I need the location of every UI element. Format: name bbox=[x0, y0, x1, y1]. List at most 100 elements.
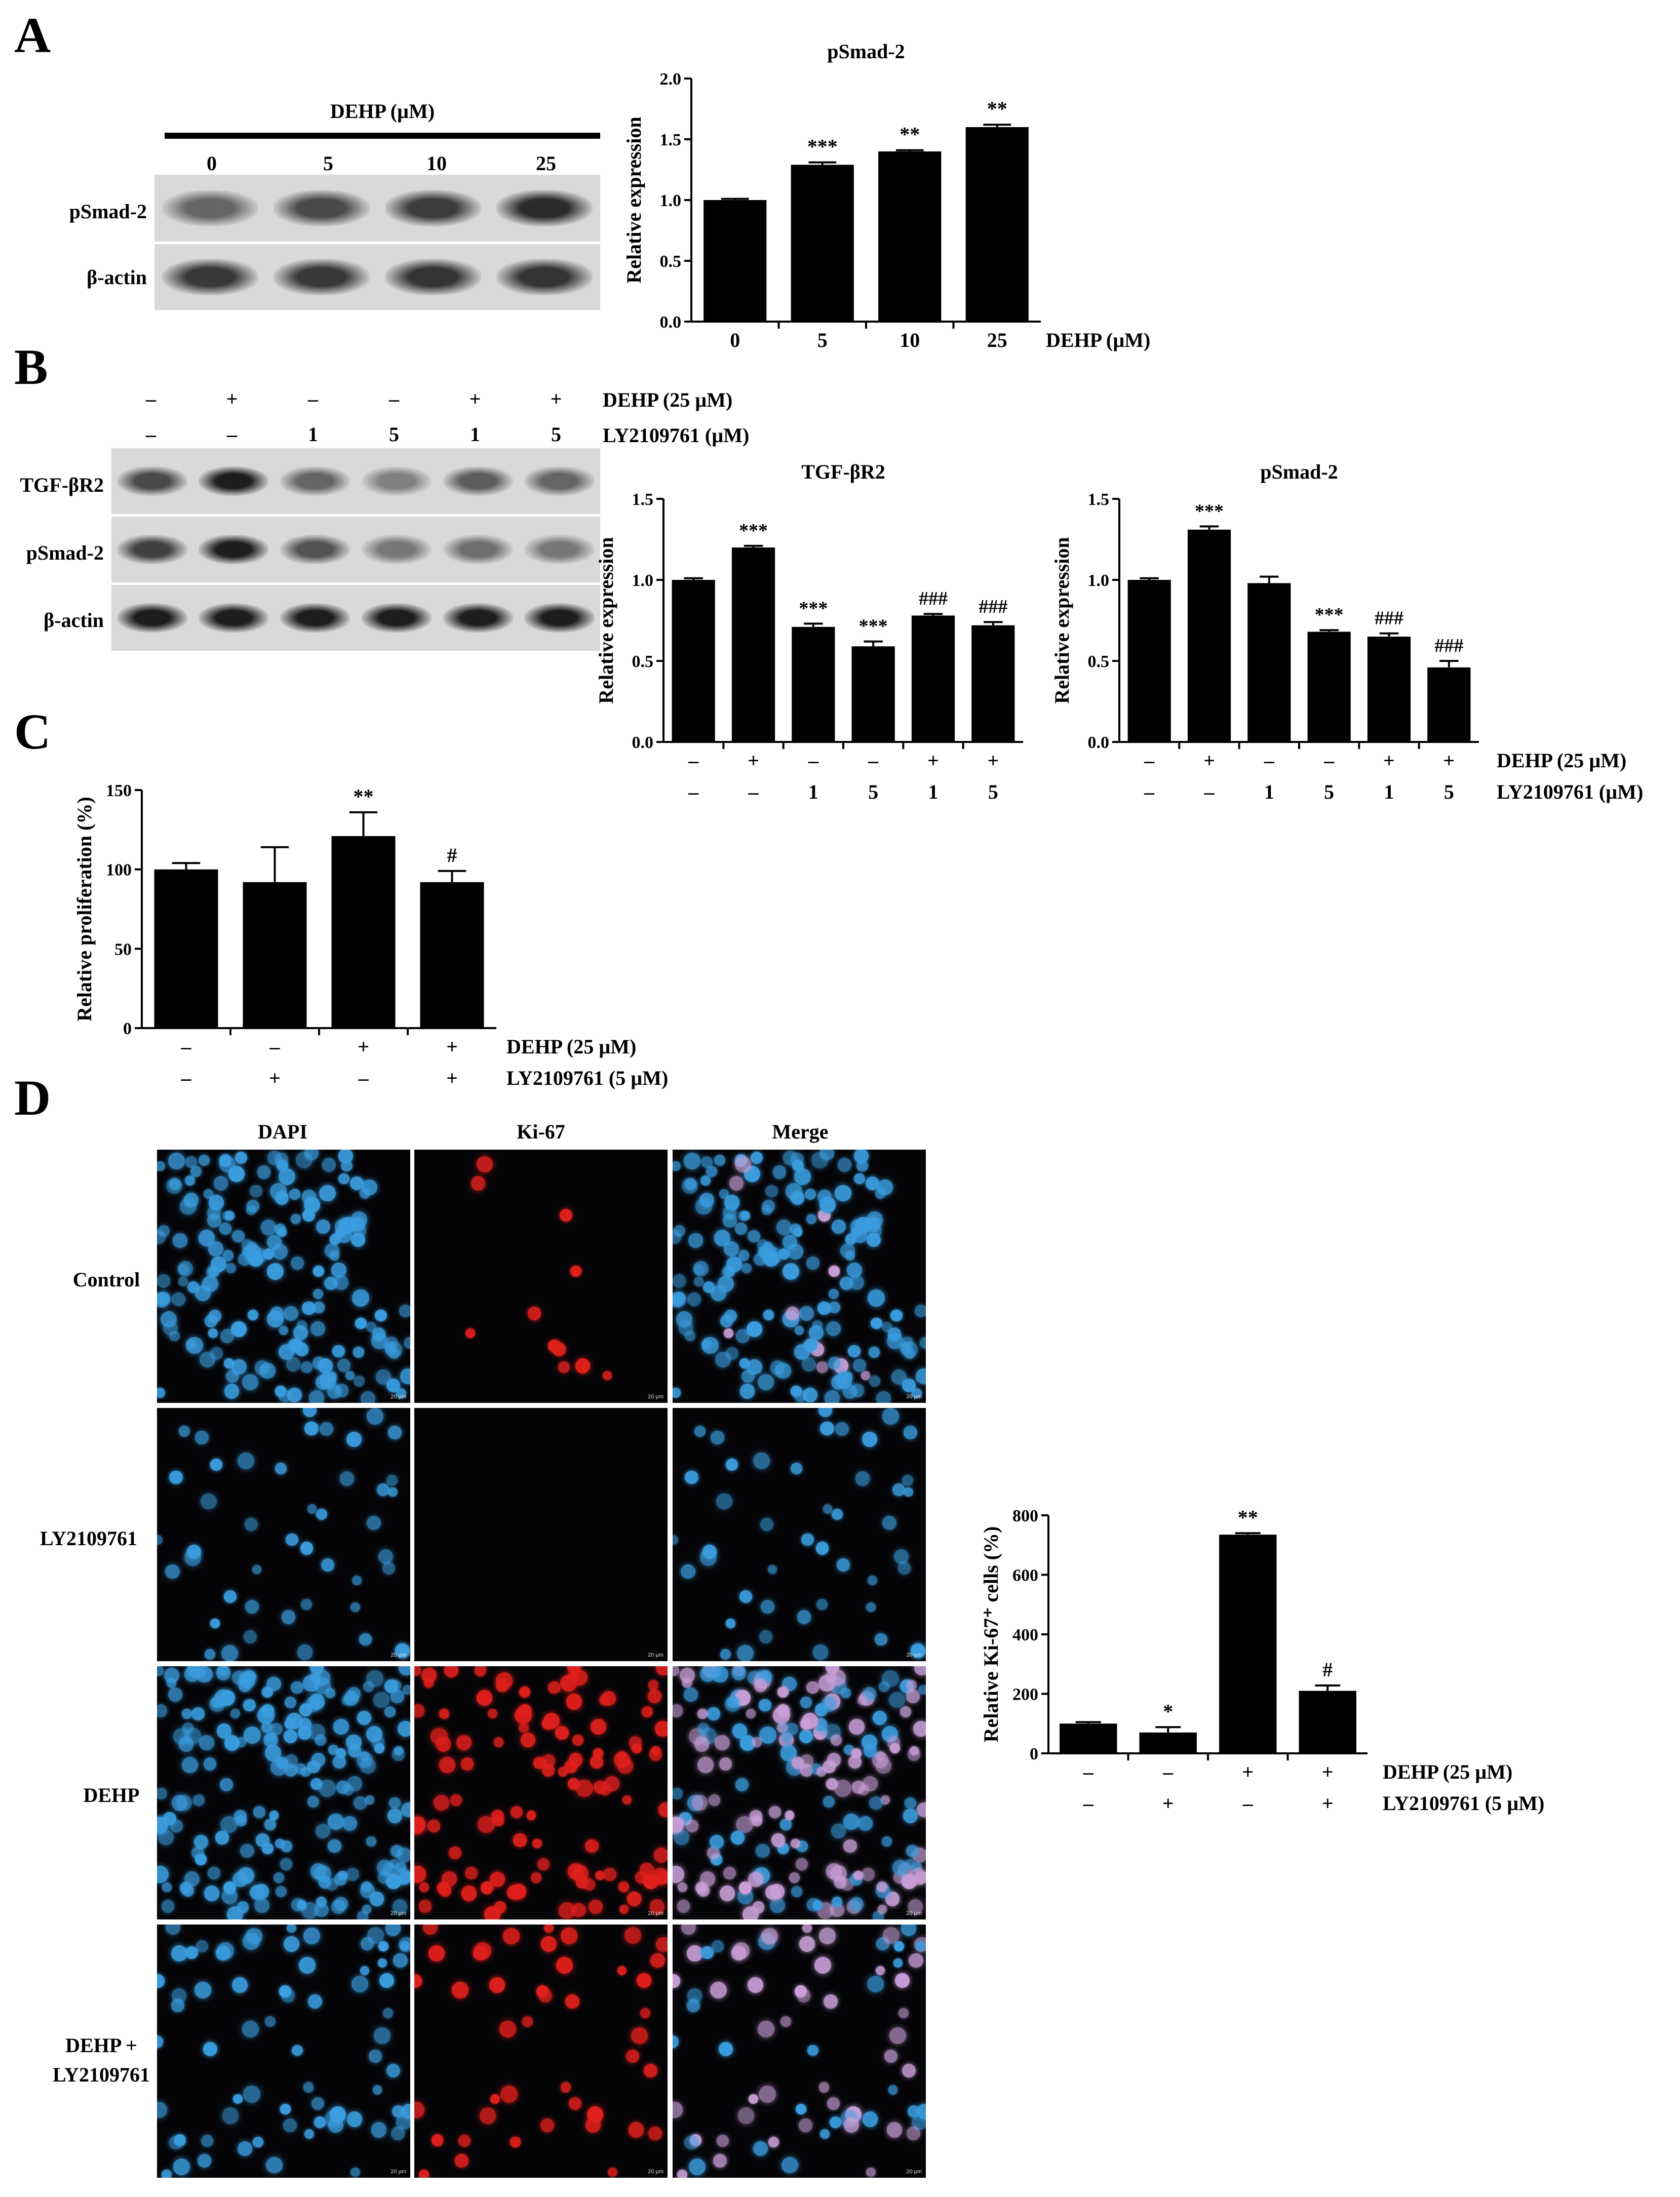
nucleus bbox=[285, 1696, 297, 1708]
nucleus bbox=[768, 2137, 779, 2147]
blot-a-treatment-bar bbox=[165, 133, 600, 139]
significance-label: # bbox=[1322, 1658, 1333, 1681]
nucleus bbox=[826, 1863, 842, 1879]
nucleus bbox=[829, 1266, 840, 1277]
nucleus bbox=[199, 1735, 215, 1750]
nucleus bbox=[673, 1161, 681, 1171]
micrograph-ki67: 20 µm bbox=[414, 1408, 668, 1661]
nucleus bbox=[399, 1871, 410, 1885]
x-row-label: 1 bbox=[1264, 780, 1274, 803]
nucleus bbox=[914, 1666, 926, 1676]
bar bbox=[791, 165, 854, 322]
nucleus bbox=[642, 1706, 653, 1718]
nucleus bbox=[219, 1223, 231, 1235]
nucleus bbox=[570, 1266, 581, 1277]
nucleus bbox=[181, 1709, 192, 1719]
nucleus bbox=[377, 1958, 387, 1968]
nucleus bbox=[904, 1426, 917, 1440]
nucleus bbox=[541, 1718, 553, 1730]
micrograph-merge: 20 µm bbox=[673, 1925, 926, 2178]
nucleus bbox=[316, 1220, 330, 1234]
significance-label: ** bbox=[354, 785, 374, 808]
x-row-label: – bbox=[688, 749, 699, 772]
blot-a-dose-label: 10 bbox=[426, 152, 447, 175]
nucleus bbox=[831, 1824, 846, 1839]
nucleus bbox=[245, 1600, 259, 1614]
nucleus bbox=[742, 1906, 759, 1919]
nucleus bbox=[157, 2035, 164, 2048]
nucleus bbox=[805, 1188, 816, 1200]
nucleus bbox=[201, 2135, 213, 2147]
blot-a-membrane-actin bbox=[154, 244, 600, 310]
nucleus bbox=[173, 1233, 187, 1248]
nucleus bbox=[878, 1904, 887, 1914]
nucleus bbox=[852, 1358, 866, 1372]
nucleus bbox=[300, 1542, 314, 1555]
nucleus bbox=[599, 1695, 609, 1706]
nucleus bbox=[867, 1975, 884, 1993]
nucleus bbox=[898, 2008, 909, 2018]
nucleus bbox=[362, 1904, 372, 1914]
nucleus bbox=[619, 1904, 629, 1914]
nucleus bbox=[862, 2111, 878, 2127]
nucleus bbox=[888, 2085, 898, 2095]
significance-label: ### bbox=[1375, 608, 1403, 629]
nucleus bbox=[168, 1687, 182, 1702]
nucleus bbox=[436, 1737, 451, 1752]
nucleus bbox=[182, 1756, 199, 1773]
nucleus bbox=[338, 1870, 348, 1880]
nucleus bbox=[487, 1708, 498, 1719]
nucleus bbox=[556, 1956, 573, 1974]
nucleus bbox=[699, 1193, 715, 1208]
y-axis-label: Relative expression bbox=[1050, 537, 1073, 703]
significance-label: ### bbox=[919, 588, 948, 609]
blot-band bbox=[162, 189, 258, 227]
nucleus bbox=[313, 1302, 325, 1314]
nucleus bbox=[818, 2082, 829, 2093]
nucleus bbox=[560, 1209, 573, 1222]
blot-a-dose-label: 5 bbox=[323, 152, 333, 175]
nucleus bbox=[785, 1811, 794, 1820]
nucleus bbox=[719, 1757, 732, 1771]
bar bbox=[878, 151, 942, 322]
nucleus bbox=[565, 1994, 579, 2009]
blot-b-row-label: β-actin bbox=[44, 609, 104, 632]
nucleus bbox=[527, 1307, 541, 1320]
nucleus bbox=[351, 1576, 362, 1586]
nucleus bbox=[157, 1787, 168, 1800]
panel-letter-b: B bbox=[14, 339, 48, 395]
nucleus bbox=[640, 2008, 651, 2018]
nucleus bbox=[308, 1390, 325, 1403]
nucleus bbox=[724, 1241, 739, 1257]
nucleus bbox=[359, 1633, 372, 1646]
nucleus bbox=[694, 1277, 704, 1286]
nucleus bbox=[204, 1189, 213, 1199]
nucleus bbox=[353, 1346, 364, 1358]
nucleus bbox=[848, 1755, 862, 1769]
nucleus bbox=[345, 1370, 355, 1380]
nucleus bbox=[157, 2102, 167, 2118]
nucleus bbox=[369, 2050, 382, 2063]
nucleus bbox=[184, 1666, 200, 1682]
nucleus bbox=[418, 1900, 432, 1913]
nucleus bbox=[843, 1744, 854, 1755]
nucleus bbox=[284, 1718, 296, 1730]
nucleus bbox=[753, 2141, 768, 2156]
nucleus bbox=[759, 1699, 771, 1712]
nucleus bbox=[379, 1973, 394, 1988]
nucleus bbox=[917, 1802, 926, 1818]
nucleus bbox=[303, 1408, 317, 1417]
nucleus bbox=[257, 1706, 275, 1724]
x-row-label: – bbox=[1323, 749, 1335, 772]
blot-a-membrane-psmad2 bbox=[154, 175, 600, 242]
nucleus bbox=[360, 1966, 370, 1976]
y-tick-label: 0 bbox=[1030, 1745, 1038, 1763]
bar bbox=[1187, 529, 1231, 742]
nucleus bbox=[495, 1679, 509, 1692]
nucleus bbox=[388, 1487, 398, 1497]
x-row-label: + bbox=[358, 1035, 369, 1058]
blot-band bbox=[443, 534, 513, 565]
nucleus bbox=[252, 1564, 262, 1575]
nucleus bbox=[354, 1796, 367, 1810]
nucleus bbox=[892, 1483, 906, 1496]
